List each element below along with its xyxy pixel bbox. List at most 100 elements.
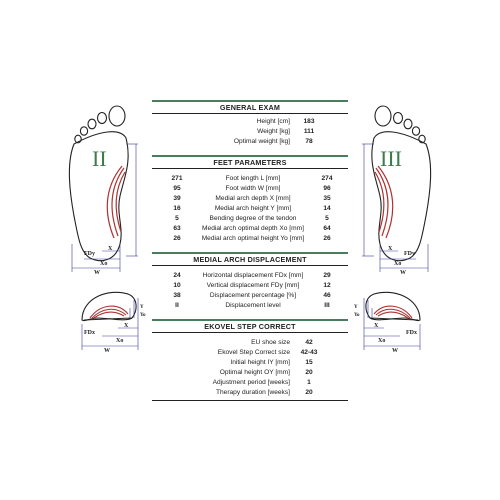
- big-toe-shape: [374, 105, 392, 127]
- toe-shape: [403, 118, 413, 130]
- xo-label: Xo: [100, 261, 107, 267]
- row-label: Medial arch optimal depth Xo [mm]: [202, 225, 304, 232]
- right-value: III: [324, 302, 330, 309]
- toe-shape: [87, 118, 97, 130]
- feet-row: 95 Foot width W [mm] 96: [152, 184, 348, 193]
- row-label: Foot width W [mm]: [225, 185, 281, 192]
- row-label: Optimal weight [kg]: [233, 138, 290, 145]
- feet-row: 63 Medial arch optimal depth Xo [mm] 64: [152, 224, 348, 233]
- row-label: Displacement level: [225, 302, 281, 309]
- left-value: 38: [173, 292, 181, 299]
- arch-curve: [89, 305, 129, 319]
- section-rule: [152, 100, 348, 102]
- ekovel-step-correct-title: EKOVEL STEP CORRECT: [204, 322, 296, 331]
- feet-row: 26 Medial arch optimal height Yo [mm] 26: [152, 234, 348, 243]
- xo-label: Xo: [116, 338, 123, 344]
- general-row: Optimal weight [kg] 78: [152, 137, 348, 146]
- row-value: 111: [303, 128, 315, 135]
- ekovel-row: Adjustment period [weeks] 1: [152, 378, 348, 387]
- medial-arch-displacement-title: MEDIAL ARCH DISPLACEMENT: [193, 255, 307, 264]
- xo-label: Xo: [394, 261, 401, 267]
- right-value: 64: [323, 225, 331, 232]
- row-label: Foot length L [mm]: [225, 175, 281, 182]
- right-value: 46: [323, 292, 331, 299]
- right-level-label: III: [380, 146, 402, 171]
- left-value: 63: [173, 225, 181, 232]
- left-value: 5: [175, 215, 179, 222]
- arch-curve: [91, 308, 127, 319]
- toe-shape: [79, 126, 89, 136]
- fdy-label: FDy: [84, 251, 95, 257]
- w-label: W: [392, 348, 398, 352]
- fdx-label: FDx: [84, 330, 95, 336]
- right-value: 274: [321, 175, 333, 182]
- row-value: 20: [305, 389, 313, 396]
- fdy-label: FDy: [404, 251, 415, 257]
- ekovel-row: Initial height IY [mm] 15: [152, 358, 348, 367]
- right-value: 35: [323, 195, 331, 202]
- displacement-row: 10 Vertical displacement FDy [mm] 12: [152, 281, 348, 290]
- ekovel-row: Ekovel Step Correct size 42-43: [152, 348, 348, 357]
- displacement-row: 24 Horizontal displacement FDx [mm] 29: [152, 271, 348, 280]
- right-value: 29: [323, 272, 331, 279]
- row-label: Medial arch depth X [mm]: [215, 195, 291, 202]
- feet-row: 5 Bending degree of the tendon 5: [152, 214, 348, 223]
- left-value: 95: [173, 185, 181, 192]
- displacement-row: 38 Displacement percentage [%] 46: [152, 291, 348, 300]
- section-rule: [152, 155, 348, 157]
- row-value: 15: [305, 359, 313, 366]
- right-value: 26: [323, 235, 331, 242]
- left-value: 39: [173, 195, 181, 202]
- feet-row: 271 Foot length L [mm] 274: [152, 174, 348, 183]
- section-rule: [152, 265, 348, 266]
- left-value: 26: [173, 235, 181, 242]
- feet-parameters-title: FEET PARAMETERS: [213, 158, 287, 167]
- general-exam-title: GENERAL EXAM: [219, 103, 281, 112]
- arch-curve: [377, 165, 394, 239]
- section-rule: [152, 168, 348, 169]
- row-label: Horizontal displacement FDx [mm]: [202, 272, 304, 279]
- row-value: 183: [303, 118, 315, 125]
- displacement-row: II Displacement level III: [152, 301, 348, 310]
- row-value: 20: [305, 369, 313, 376]
- right-value: 14: [323, 205, 331, 212]
- arch-curve: [106, 165, 123, 239]
- right-foot-diagram: III FDy X Xo W: [356, 104, 436, 276]
- row-label: Therapy duration [weeks]: [215, 389, 290, 396]
- w-label: W: [104, 348, 110, 352]
- arch-curve: [111, 167, 125, 237]
- left-value: II: [175, 302, 179, 309]
- x-label: X: [374, 323, 379, 329]
- y-label: Y: [354, 305, 358, 310]
- y-label: Y: [140, 305, 144, 310]
- arch-curve: [93, 311, 125, 319]
- ekovel-row: Therapy duration [weeks] 20: [152, 388, 348, 397]
- left-arch-diagram: FDx X Xo W Y Yo: [78, 284, 150, 354]
- row-value: 78: [305, 138, 313, 145]
- yo-label: Yo: [140, 313, 146, 318]
- row-label: Bending degree of the tendon: [209, 215, 297, 222]
- toe-shape: [418, 134, 426, 144]
- right-value: 96: [323, 185, 331, 192]
- row-label: Optimal height OY [mm]: [219, 369, 290, 376]
- xo-label: Xo: [378, 338, 385, 344]
- x-label: X: [108, 246, 113, 252]
- right-arch-outline: [365, 291, 421, 322]
- left-value: 271: [171, 175, 183, 182]
- left-value: 16: [173, 205, 181, 212]
- section-rule: [152, 252, 348, 254]
- ekovel-row: Optimal height OY [mm] 20: [152, 368, 348, 377]
- section-rule: [152, 400, 348, 401]
- big-toe-shape: [108, 105, 126, 127]
- ground-line: [83, 317, 133, 321]
- arch-curve: [374, 171, 385, 233]
- ekovel-row: EU shoe size 42: [152, 338, 348, 347]
- arch-curve: [377, 311, 409, 319]
- row-label: Medial arch height Y [mm]: [214, 205, 292, 212]
- left-value: 10: [173, 282, 181, 289]
- w-label: W: [94, 270, 100, 274]
- row-label: Weight [kg]: [257, 128, 290, 135]
- arch-curve: [115, 171, 126, 233]
- row-label: Height [cm]: [256, 118, 290, 125]
- row-label: Displacement percentage [%]: [209, 292, 297, 299]
